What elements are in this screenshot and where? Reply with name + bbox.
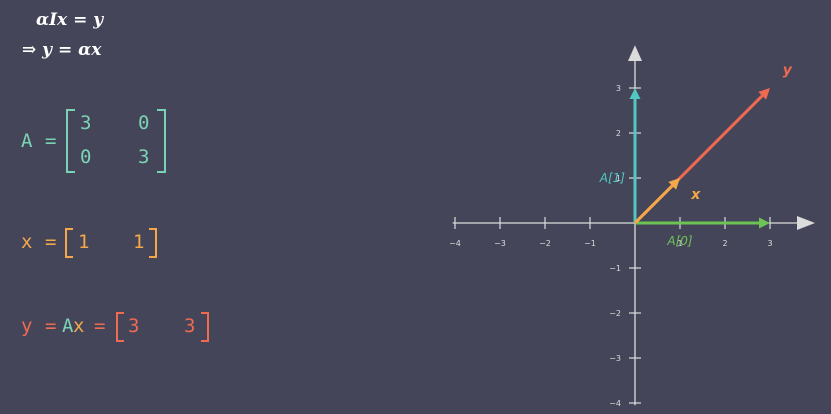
formula-line-1: αIx = y <box>36 10 104 30</box>
vector-y-head <box>758 88 770 100</box>
matrix-a-left-bracket <box>66 109 75 173</box>
x-tick-label: −1 <box>584 239 596 248</box>
matrix-a-cell: 0 <box>80 146 92 168</box>
vector-x-left-bracket <box>65 228 73 258</box>
vectors: A[1] A[0] y x <box>599 62 793 248</box>
formula-line-2: ⇒ y = αx <box>22 40 102 60</box>
x-tick-label: −4 <box>449 239 461 248</box>
vector-a0-head <box>759 217 770 229</box>
vector-x-cell: 1 <box>78 231 90 253</box>
vector-a1-label: A[1] <box>599 171 626 185</box>
vector-x-right-bracket <box>149 228 157 258</box>
x-tick-label: −2 <box>539 239 551 248</box>
y-tick-label: 3 <box>616 84 621 93</box>
x-axis-arrow <box>797 216 815 230</box>
x-tick-label: 2 <box>722 239 727 248</box>
x-tick-label: 1 <box>677 239 682 248</box>
vector-x-cell: 1 <box>133 231 145 253</box>
y-tick-label: −3 <box>609 354 621 363</box>
x-tick-label: −3 <box>494 239 506 248</box>
matrix-a-cell: 3 <box>80 112 92 134</box>
matrix-a-right-bracket <box>157 109 166 173</box>
y-axis-arrow <box>628 45 642 61</box>
x-tick-label: 3 <box>767 239 772 248</box>
vector-x-shaft <box>633 184 674 225</box>
product-x-label: x <box>73 315 85 337</box>
vector-y-cell: 3 <box>128 315 140 337</box>
vector-x-head <box>668 178 680 190</box>
tick-marks: −4 −3 −2 −1 1 2 3 3 2 1 −1 −2 −3 −4 <box>449 84 772 408</box>
matrix-a-cell: 0 <box>138 112 150 134</box>
matrix-a-equals: = <box>45 130 57 152</box>
y-tick-label: 2 <box>616 129 621 138</box>
y-tick-label: −1 <box>609 264 621 273</box>
vector-y-equals: = <box>45 315 57 337</box>
y-tick-label: −2 <box>609 309 621 318</box>
vector-y-right-bracket <box>201 312 209 342</box>
product-a-label: A <box>62 315 74 337</box>
vector-y-equals-2: = <box>94 315 106 337</box>
y-tick-label: −4 <box>609 399 621 408</box>
vector-y-label: y <box>21 315 33 337</box>
matrix-a-cell: 3 <box>138 146 150 168</box>
vector-x-equals: = <box>45 231 57 253</box>
vector-x-label: x <box>690 187 701 203</box>
vector-y-label: y <box>783 62 793 78</box>
y-tick-label: 1 <box>616 174 621 183</box>
matrix-a-label: A <box>21 130 33 152</box>
vector-x-label: x <box>21 231 33 253</box>
vector-a1-head <box>629 88 641 99</box>
vector-y-cell: 3 <box>184 315 196 337</box>
vector-a0-label: A[0] <box>666 234 693 248</box>
vector-y-left-bracket <box>116 312 124 342</box>
